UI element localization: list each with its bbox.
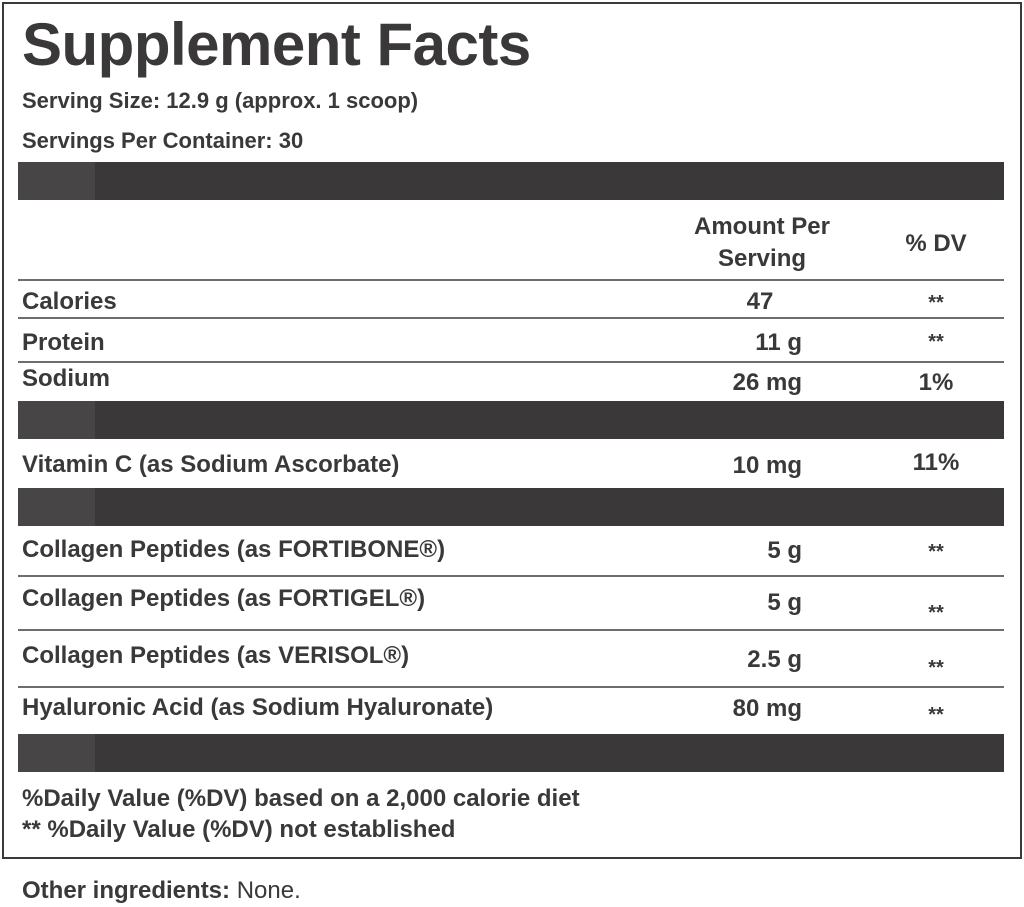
column-header-amount-line2: Serving: [717, 245, 807, 272]
column-header-dv: % DV: [905, 230, 967, 257]
row-amount-collagen-fortigel: 5 g: [767, 589, 802, 616]
panel-title: Supplement Facts: [22, 11, 531, 78]
column-header-amount: Amount Per Serving: [662, 211, 862, 275]
divider-bar: [18, 401, 1004, 439]
row-label-vitamin-c: Vitamin C (as Sodium Ascorbate): [22, 451, 400, 478]
row-label-collagen-verisol: Collagen Peptides (as VERISOL®): [22, 642, 410, 669]
other-ingredients: Other ingredients: None.: [22, 876, 301, 906]
row-dv-collagen-verisol: **: [928, 657, 944, 679]
supplement-facts-panel: [2, 2, 1022, 859]
row-label-collagen-fortibone: Collagen Peptides (as FORTIBONE®): [22, 536, 446, 563]
row-dv-collagen-fortibone: **: [928, 541, 944, 563]
divider-bar: [18, 488, 1004, 526]
footnote-not-established: ** %Daily Value (%DV) not established: [22, 816, 456, 843]
row-label-calories: Calories: [22, 288, 117, 315]
row-divider: [18, 317, 1004, 319]
row-dv-protein: **: [928, 331, 944, 353]
row-dv-hyaluronic-acid: **: [928, 704, 944, 726]
row-divider: [18, 629, 1004, 631]
row-dv-collagen-fortigel: **: [928, 602, 944, 624]
row-amount-sodium: 26 mg: [732, 369, 802, 396]
servings-per-container: Servings Per Container: 30: [22, 128, 304, 153]
column-header-amount-line1: Amount Per: [693, 213, 830, 240]
row-amount-hyaluronic-acid: 80 mg: [732, 695, 802, 722]
row-amount-collagen-fortibone: 5 g: [767, 537, 802, 564]
row-amount-protein: 11 g: [755, 329, 802, 356]
row-divider: [18, 279, 1004, 281]
row-amount-vitamin-c: 10 mg: [732, 452, 802, 479]
row-dv-sodium: 1%: [918, 369, 954, 396]
row-label-hyaluronic-acid: Hyaluronic Acid (as Sodium Hyaluronate): [22, 694, 494, 721]
row-dv-calories: **: [928, 292, 944, 314]
row-label-sodium: Sodium: [22, 365, 110, 392]
row-label-collagen-fortigel: Collagen Peptides (as FORTIGEL®): [22, 585, 426, 612]
other-ingredients-value: None.: [230, 877, 301, 904]
row-label-protein: Protein: [22, 329, 105, 356]
divider-bar: [18, 162, 1004, 200]
footnote-daily-value: %Daily Value (%DV) based on a 2,000 calo…: [22, 785, 580, 812]
row-divider: [18, 575, 1004, 577]
row-amount-collagen-verisol: 2.5 g: [747, 646, 802, 673]
other-ingredients-label: Other ingredients:: [22, 877, 231, 904]
row-divider: [18, 686, 1004, 688]
row-divider: [18, 361, 1004, 363]
row-amount-calories: 47: [746, 288, 774, 315]
serving-size: Serving Size: 12.9 g (approx. 1 scoop): [22, 88, 419, 113]
divider-bar: [18, 734, 1004, 772]
row-dv-vitamin-c: 11%: [912, 449, 960, 476]
